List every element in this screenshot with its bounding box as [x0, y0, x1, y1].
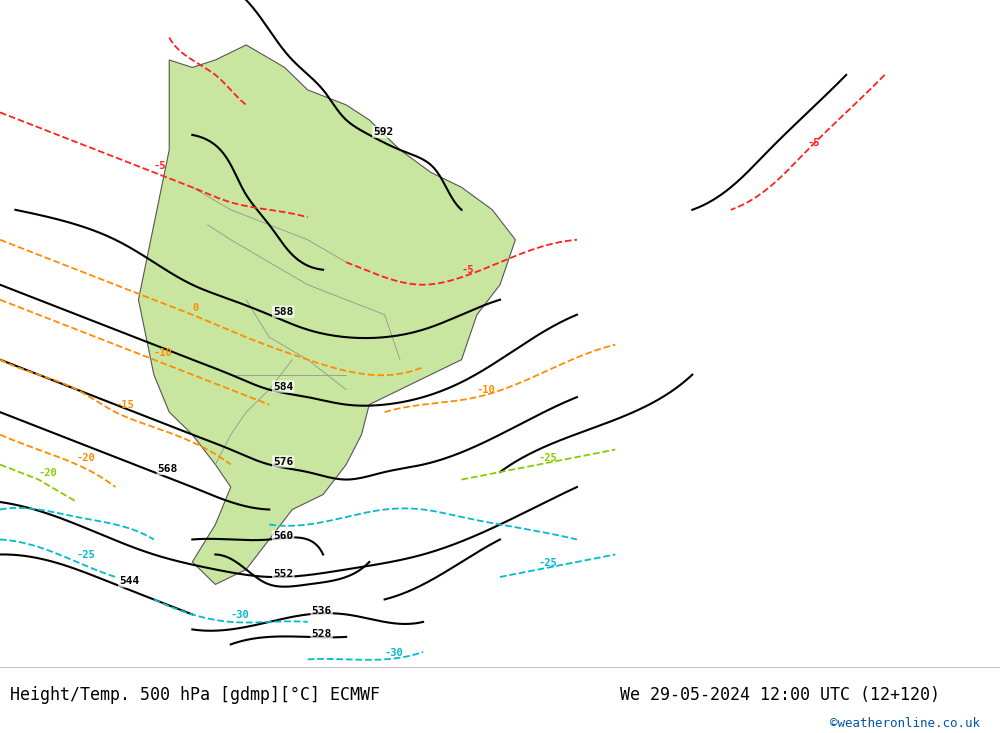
Text: -25: -25: [538, 558, 557, 568]
Text: 560: 560: [273, 531, 293, 542]
Text: -30: -30: [385, 648, 403, 658]
Text: -5: -5: [154, 161, 166, 171]
Text: -20: -20: [38, 468, 57, 478]
Text: 544: 544: [119, 576, 139, 586]
Text: 584: 584: [273, 382, 293, 391]
Text: 588: 588: [273, 306, 293, 317]
Text: -30: -30: [231, 610, 250, 620]
Text: 552: 552: [273, 569, 293, 579]
Text: 568: 568: [158, 464, 178, 474]
Text: 592: 592: [373, 127, 393, 137]
Text: Height/Temp. 500 hPa [gdmp][°C] ECMWF: Height/Temp. 500 hPa [gdmp][°C] ECMWF: [10, 685, 380, 704]
Text: -10: -10: [477, 386, 496, 395]
Text: We 29-05-2024 12:00 UTC (12+120): We 29-05-2024 12:00 UTC (12+120): [620, 685, 940, 704]
Text: -10: -10: [154, 348, 173, 358]
Text: ©weatheronline.co.uk: ©weatheronline.co.uk: [830, 717, 980, 730]
Text: 528: 528: [312, 629, 332, 639]
Text: -25: -25: [538, 453, 557, 463]
Text: -20: -20: [77, 453, 96, 463]
Text: 0: 0: [192, 303, 199, 313]
Text: -5: -5: [462, 265, 474, 276]
Polygon shape: [138, 45, 515, 584]
Text: -25: -25: [77, 550, 96, 560]
Text: -5: -5: [808, 138, 820, 148]
Text: 536: 536: [312, 606, 332, 616]
Text: -15: -15: [115, 400, 134, 410]
Text: 576: 576: [273, 457, 293, 467]
